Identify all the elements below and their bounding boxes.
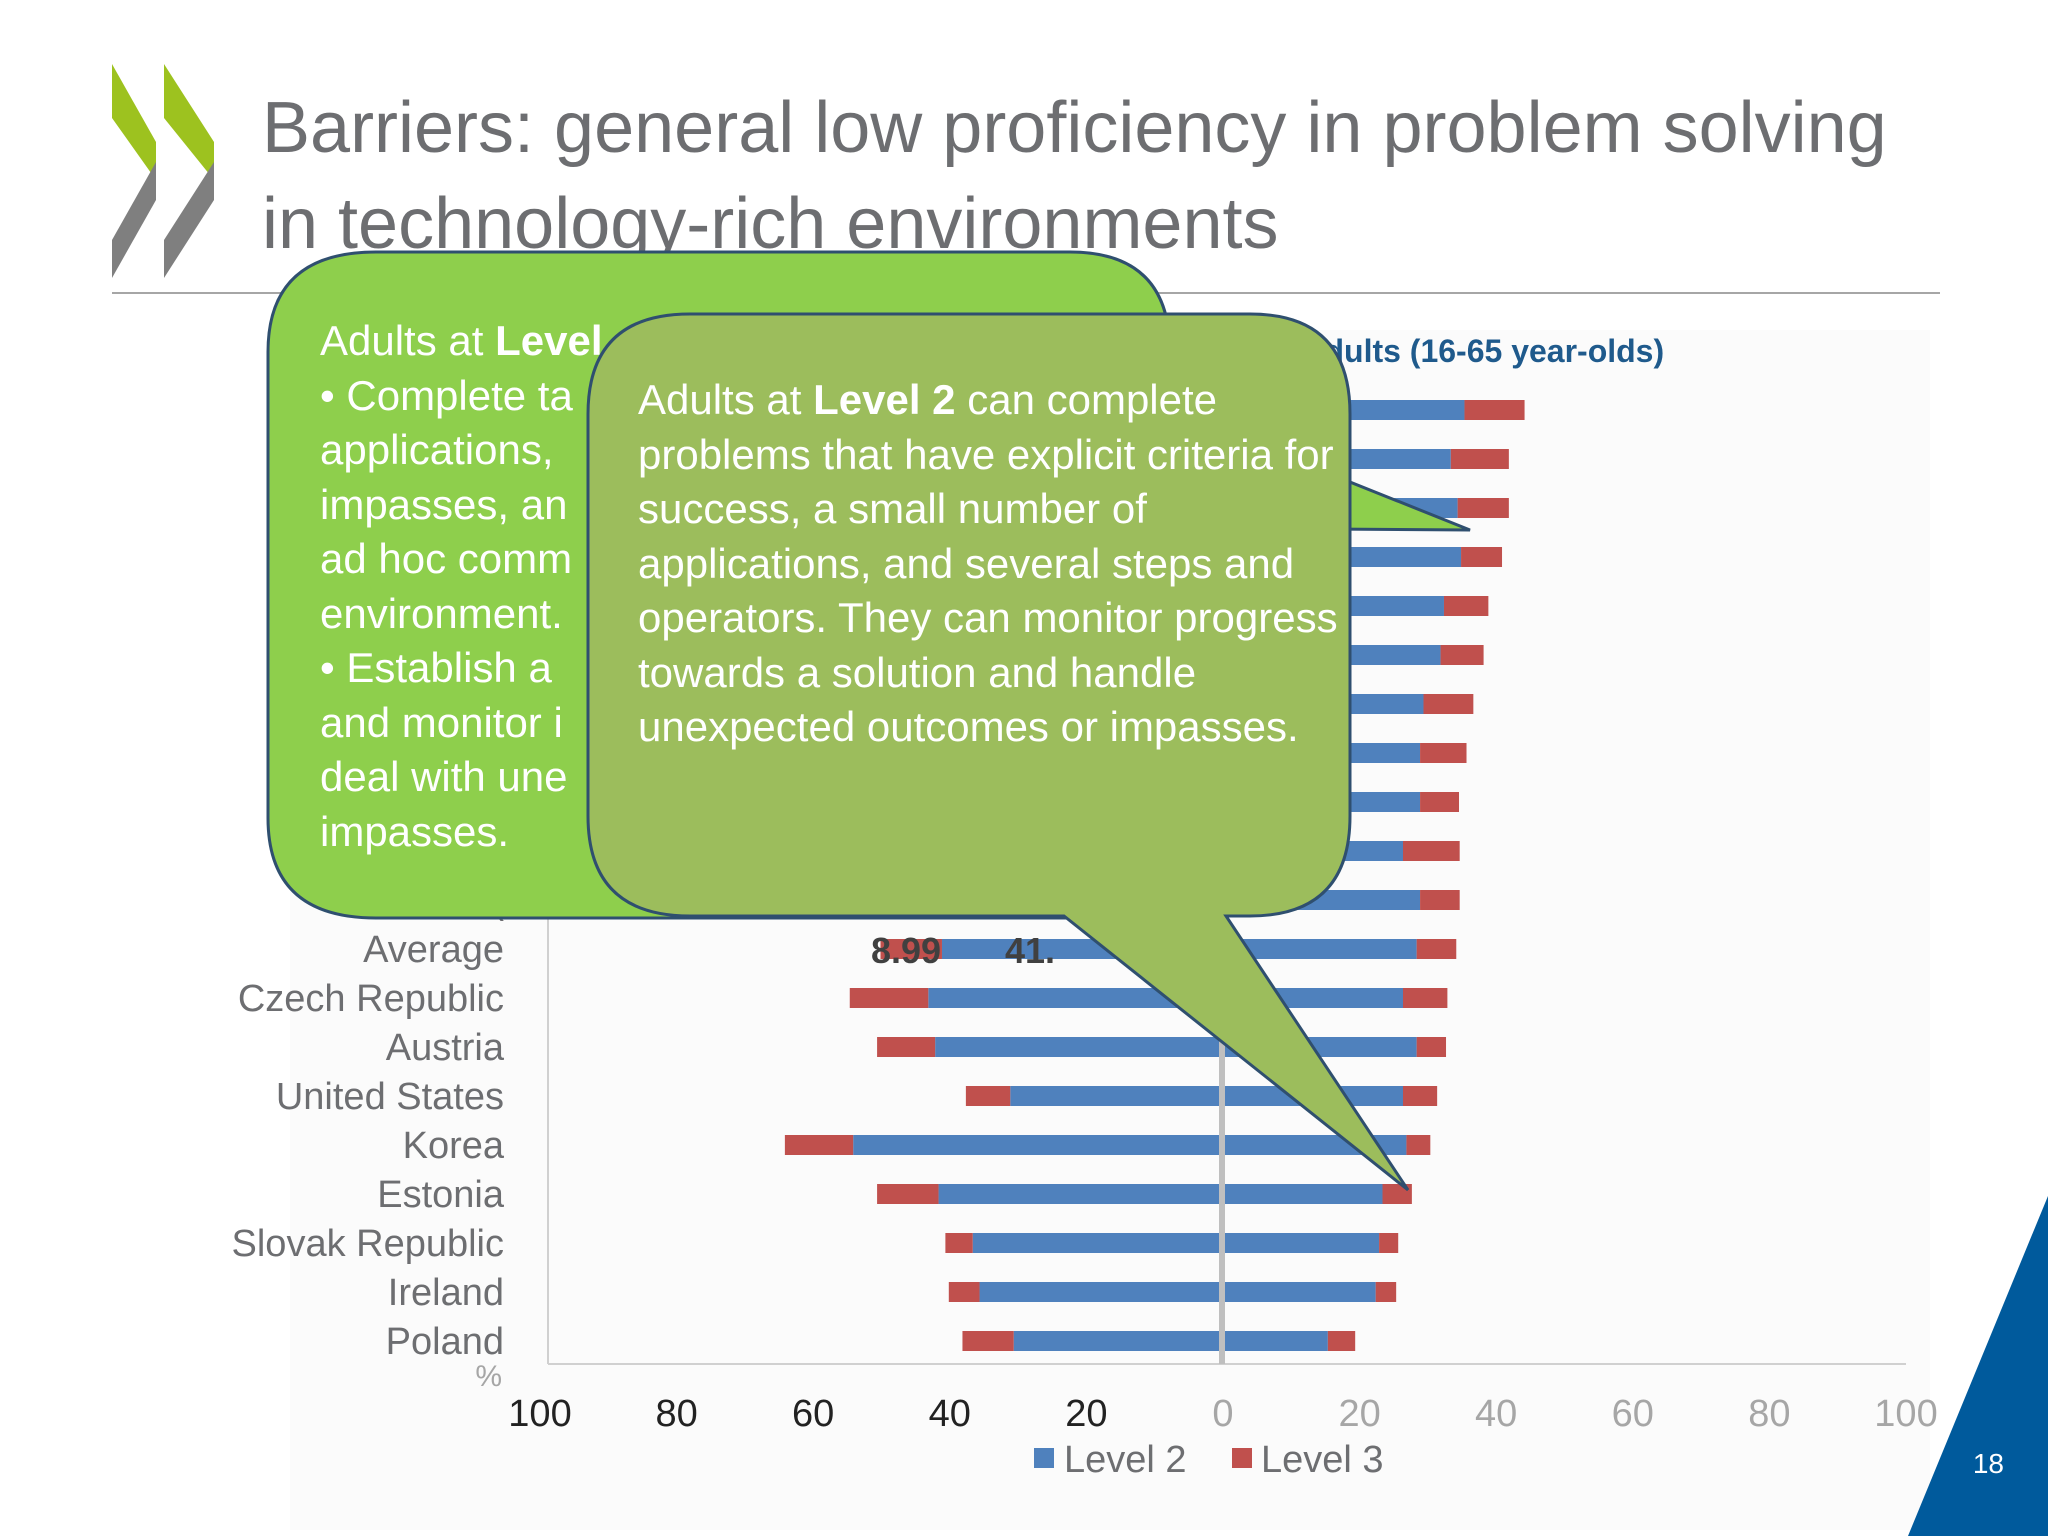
bar-right-level3 <box>1379 1233 1399 1253</box>
category-label: Slovak Republic <box>232 1223 504 1265</box>
bar-right-level2 <box>1222 1184 1383 1204</box>
x-tick-label: 60 <box>792 1393 834 1435</box>
callout-text-level3: Adults at Level • Complete ta applicatio… <box>320 314 1140 859</box>
logo-chevron-grey-2 <box>164 162 214 278</box>
bar-left-level2 <box>1013 1331 1222 1351</box>
x-tick-label: 0 <box>1212 1393 1233 1435</box>
data-labels: 8.99 41. <box>871 930 1055 971</box>
callout1-line: impasses, an <box>320 480 568 528</box>
bar-right-level3 <box>1327 1331 1356 1351</box>
bar-right-level3 <box>1464 400 1525 420</box>
callout1-line: ad hoc comm <box>320 535 573 582</box>
category-label: Ireland <box>388 1272 504 1314</box>
bar-right-level3 <box>1420 890 1460 910</box>
bar-left-level2 <box>979 1282 1222 1302</box>
callout2-body: can complete problems that have explicit… <box>638 376 1338 750</box>
x-tick-label: 80 <box>1748 1393 1790 1435</box>
bar-right-level3 <box>1420 792 1460 812</box>
bar-right-level2 <box>1222 1331 1328 1351</box>
x-tick-label: 20 <box>1338 1393 1380 1435</box>
logo-chevron-green-1 <box>112 64 156 180</box>
bar-right-level3 <box>1402 988 1448 1008</box>
callout1-bold: Level <box>495 317 603 364</box>
bar-right-level3 <box>1420 743 1467 763</box>
x-tick-label: 60 <box>1612 1393 1654 1435</box>
bar-right-level2 <box>1222 1282 1376 1302</box>
legend-swatch-level3 <box>1232 1448 1252 1468</box>
category-label: Estonia <box>377 1174 505 1216</box>
logo-chevron-green-2 <box>164 64 214 180</box>
callout1-prefix: Adults at <box>320 317 496 364</box>
bar-left-level3 <box>784 1135 854 1155</box>
x-tick-label: 80 <box>655 1393 697 1435</box>
legend-label-level2: Level 2 <box>1064 1439 1187 1481</box>
bar-left-level3 <box>948 1282 980 1302</box>
x-tick-label: 40 <box>929 1393 971 1435</box>
callout-text-level2: Adults at Level 2 can complete problems … <box>638 373 1338 755</box>
callout1-line: • Complete ta <box>320 371 573 419</box>
bar-right-level3 <box>1406 1135 1431 1155</box>
category-label: Korea <box>403 1125 505 1167</box>
bar-right-level3 <box>1457 498 1509 518</box>
bar-left-level2 <box>938 1184 1222 1204</box>
bar-right-level3 <box>1440 645 1484 665</box>
bar-right-level3 <box>1416 1037 1447 1057</box>
category-label: United States <box>276 1076 504 1118</box>
callout2-prefix: Adults at <box>638 376 814 423</box>
bar-right-level3 <box>1423 694 1474 714</box>
x-tick-label: 20 <box>1065 1393 1107 1435</box>
bar-right-level2 <box>1222 1233 1380 1253</box>
x-tick-labels: 100 80 60 40 20 0 20 40 60 80 100 <box>508 1393 1937 1435</box>
legend-swatch-level2 <box>1034 1448 1054 1468</box>
callout1-line: and monitor i <box>320 698 563 746</box>
bar-right-level3 <box>1402 841 1460 861</box>
category-label: Average <box>363 929 504 971</box>
bar-left-level3 <box>945 1233 973 1253</box>
callout1-line: • Establish a <box>320 644 552 691</box>
category-label: Poland <box>386 1321 504 1363</box>
bar-right-level3 <box>1443 596 1489 616</box>
axis-unit-label: % <box>475 1360 502 1393</box>
bar-right-level3 <box>1375 1282 1397 1302</box>
chart-subtitle: ll adults (16-65 year-olds) <box>1280 333 1665 369</box>
bar-left-level3 <box>962 1331 1014 1351</box>
oecd-chevron-logo <box>112 64 214 278</box>
legend: Level 2 Level 3 <box>1034 1439 1384 1481</box>
bar-left-level2 <box>1010 1086 1222 1106</box>
callout1-line: deal with une <box>320 753 568 800</box>
bar-right-level3 <box>1461 547 1503 567</box>
callout1-line: applications, <box>320 426 554 473</box>
callout1-line: environment. <box>320 589 563 637</box>
bar-right-level3 <box>1402 1086 1438 1106</box>
bar-right-level3 <box>1416 939 1457 959</box>
logo-chevron-grey-1 <box>112 162 156 278</box>
bar-left-level2 <box>928 988 1222 1008</box>
page-number: 18 <box>1972 1448 2004 1479</box>
bar-left-level3 <box>880 939 942 959</box>
legend-label-level3: Level 3 <box>1261 1439 1384 1481</box>
category-label: Austria <box>386 1027 505 1069</box>
bar-right-level2 <box>1222 939 1417 959</box>
x-tick-label: 40 <box>1475 1393 1517 1435</box>
bar-left-level3 <box>965 1086 1011 1106</box>
data-label: 41. <box>1005 930 1055 971</box>
bar-left-level2 <box>935 1037 1222 1057</box>
bar-right-level3 <box>1450 449 1509 469</box>
bar-left-level3 <box>877 1037 936 1057</box>
callout1-line: impasses. <box>320 807 510 855</box>
callout2-bold: Level 2 <box>813 376 956 423</box>
bar-left-level3 <box>877 1184 939 1204</box>
data-label: 8.99 <box>871 930 941 971</box>
category-label: Czech Republic <box>238 978 504 1020</box>
bar-left-level2 <box>972 1233 1222 1253</box>
x-tick-label: 100 <box>508 1393 571 1435</box>
bar-left-level3 <box>849 988 929 1008</box>
bar-left-level2 <box>853 1135 1222 1155</box>
